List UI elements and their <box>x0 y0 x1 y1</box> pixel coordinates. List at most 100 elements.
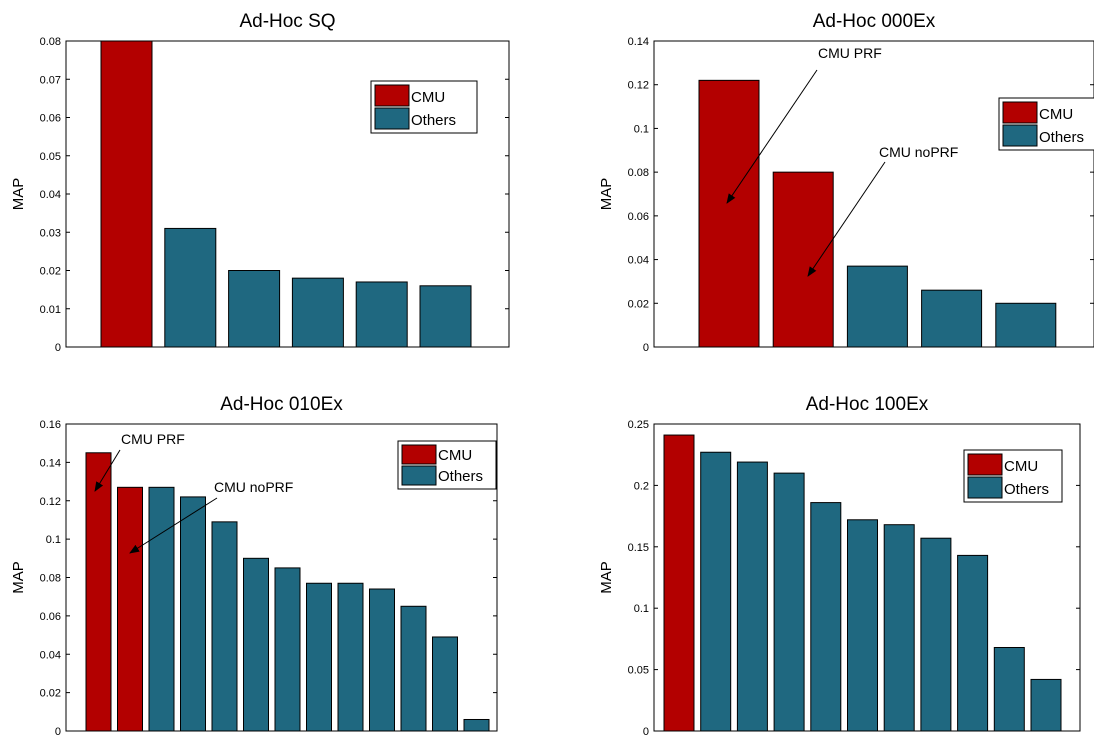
bar-others <box>921 289 983 348</box>
y-tick-label: 0.05 <box>40 151 61 163</box>
axes-box <box>65 40 510 348</box>
legend-swatch-cmu <box>967 453 1003 476</box>
chart-panel-4: Ad-Hoc 100Ex MAP 0 0.05 0.1 0.15 0.2 0.25 CMU Oth… <box>598 394 1081 738</box>
annotation-arrow <box>726 69 818 204</box>
y-tick-label: 0.14 <box>40 457 61 469</box>
bar-others <box>355 281 408 348</box>
y-axis-label: MAP <box>598 561 615 594</box>
bar-others <box>883 524 915 732</box>
bar-others <box>274 567 301 732</box>
y-tick-label: 0.02 <box>628 298 649 310</box>
legend: CMU Others <box>370 80 478 134</box>
bar-cmu <box>772 171 834 348</box>
axes-box <box>65 423 498 732</box>
legend-swatch-others <box>1002 124 1038 147</box>
annotation-label: CMU noPRF <box>214 479 293 495</box>
annotation-arrow <box>129 497 218 554</box>
bar-others <box>291 277 344 348</box>
annotation-arrow <box>94 449 121 492</box>
y-tick-label: 0.1 <box>46 534 61 546</box>
bar-others <box>337 582 364 732</box>
legend-swatch-cmu <box>401 444 437 465</box>
chart-title: Ad-Hoc 010Ex <box>220 394 343 415</box>
y-tick-label: 0.2 <box>634 480 649 492</box>
bar-others <box>419 285 472 348</box>
y-tick-label: 0.05 <box>628 665 649 677</box>
bar-others <box>846 265 908 348</box>
legend-swatch-others <box>374 107 410 130</box>
bar-others <box>773 472 805 732</box>
y-tick-label: 0.1 <box>634 603 649 615</box>
legend-label: CMU <box>1039 106 1073 123</box>
legend-label: Others <box>411 112 456 129</box>
legend-swatch-cmu <box>1002 101 1038 124</box>
bar-others <box>993 646 1025 732</box>
bar-others <box>920 537 952 732</box>
axes-box <box>653 40 1094 348</box>
y-tick-label: 0.07 <box>40 74 61 86</box>
y-tick-label: 0.15 <box>628 542 649 554</box>
legend-label: CMU <box>438 447 472 464</box>
bar-cmu <box>117 486 143 732</box>
bar-others <box>180 496 206 732</box>
legend-swatch-others <box>967 476 1003 499</box>
legend-swatch-others <box>401 465 437 486</box>
bar-others <box>736 461 768 732</box>
bar-others <box>228 270 281 348</box>
chart-title: Ad-Hoc 000Ex <box>813 11 936 32</box>
bar-cmu <box>663 434 695 732</box>
bar-others <box>700 451 732 732</box>
y-axis-label: MAP <box>10 178 27 211</box>
y-axis-label: MAP <box>598 178 615 211</box>
y-tick-label: 0.1 <box>634 123 649 135</box>
y-tick-label: 0 <box>55 342 61 354</box>
y-tick-label: 0 <box>55 726 61 738</box>
bar-others <box>995 302 1057 348</box>
legend-label: Others <box>438 468 483 485</box>
y-tick-label: 0.04 <box>40 649 61 661</box>
y-tick-label: 0.06 <box>40 113 61 125</box>
y-tick-label: 0.06 <box>628 211 649 223</box>
y-tick-label: 0.04 <box>628 255 649 267</box>
bar-others <box>1030 678 1062 732</box>
legend-label: CMU <box>1004 458 1038 475</box>
bar-cmu <box>100 40 153 348</box>
bar-others <box>369 588 395 732</box>
y-tick-label: 0.01 <box>40 304 61 316</box>
bar-others <box>957 554 989 732</box>
legend-label: Others <box>1004 481 1049 498</box>
legend: CMU Others <box>963 449 1063 503</box>
y-tick-label: 0 <box>643 342 649 354</box>
legend-swatch-cmu <box>374 84 410 107</box>
chart-panel-3: Ad-Hoc 010Ex MAP 0 0.02 0.04 0.06 0.08 0.1 0.12 0… <box>10 394 498 738</box>
bar-cmu <box>698 79 760 348</box>
bar-others <box>306 582 332 732</box>
y-tick-label: 0.14 <box>628 36 649 48</box>
annotation-label: CMU noPRF <box>879 144 958 160</box>
y-tick-label: 0.16 <box>40 419 61 431</box>
legend: CMU Others <box>397 440 497 490</box>
annotation-label: CMU PRF <box>121 431 185 447</box>
y-tick-label: 0.06 <box>40 611 61 623</box>
bar-others <box>211 521 238 732</box>
bar-others <box>810 502 842 732</box>
bar-others <box>243 557 269 732</box>
legend: CMU Others <box>998 97 1094 151</box>
chart-panel-1: Ad-Hoc SQ MAP 0 0.01 0.02 0.03 0.04 0.05 0.06 0.0… <box>10 11 510 354</box>
bar-cmu <box>85 452 112 732</box>
bar-others <box>148 486 175 732</box>
chart-panel-2: Ad-Hoc 000Ex MAP 0 0.02 0.04 0.06 0.08 0.1 0.12 0… <box>598 11 1094 354</box>
y-tick-label: 0.08 <box>628 167 649 179</box>
y-axis-label: MAP <box>10 561 27 594</box>
bar-others <box>164 227 217 348</box>
bar-others <box>463 718 490 732</box>
legend-label: CMU <box>411 89 445 106</box>
y-tick-label: 0 <box>643 726 649 738</box>
y-tick-label: 0.03 <box>40 227 61 239</box>
y-tick-label: 0.08 <box>40 36 61 48</box>
bar-others <box>432 636 458 732</box>
axes-box <box>653 423 1081 732</box>
legend-label: Others <box>1039 129 1084 146</box>
